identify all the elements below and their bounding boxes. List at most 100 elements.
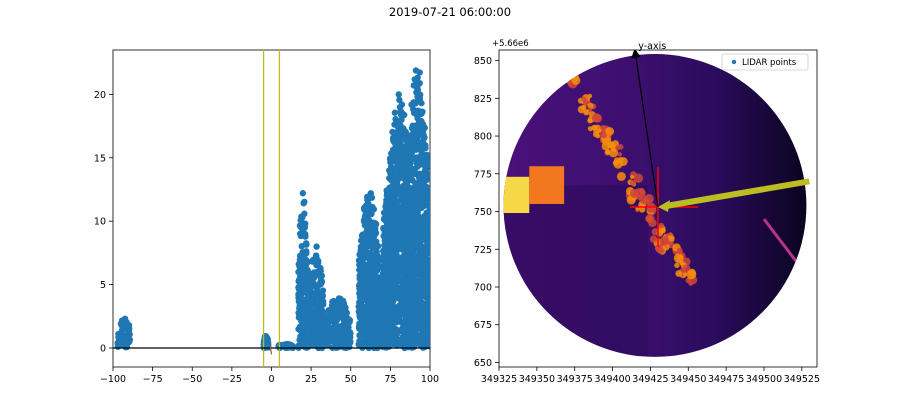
tree-point [659, 227, 666, 234]
scatter-point [317, 280, 325, 288]
y-tick-label: 725 [474, 245, 492, 256]
scatter-point [395, 91, 402, 98]
tree-point [649, 235, 658, 243]
tree-point [675, 270, 683, 277]
scatter-point [373, 263, 380, 270]
scatter-point [389, 308, 396, 315]
scatter-point [296, 323, 304, 331]
scatter-point [358, 305, 365, 312]
y-tick-label: 0 [100, 343, 106, 354]
scatter-point [369, 204, 376, 211]
scatter-point [308, 290, 315, 298]
scatter-point [356, 299, 363, 306]
scatter-point [368, 194, 376, 201]
tree-point [629, 179, 636, 186]
scatter-point [415, 186, 422, 193]
scatter-point [401, 241, 409, 248]
x-tick-label: 349500 [746, 374, 782, 385]
scatter-point [332, 317, 339, 324]
scatter-point [341, 308, 348, 316]
scatter-point [406, 275, 413, 283]
scatter-point [315, 324, 322, 332]
tree-point [686, 269, 697, 280]
scatter-point [413, 265, 420, 273]
scatter-point [366, 316, 374, 323]
tree-point [646, 202, 657, 213]
scatter-point [307, 279, 315, 286]
scatter-point [395, 293, 402, 301]
scatter-point [115, 341, 123, 349]
scatter-point [383, 285, 390, 293]
scatter-point [318, 272, 326, 279]
y-tick-label: 775 [474, 169, 492, 180]
scatter-point [408, 101, 415, 108]
scatter-point [367, 337, 374, 344]
tree-point [583, 108, 590, 116]
heading-arrow [665, 178, 810, 209]
scatter-point [405, 343, 412, 351]
tree-point [615, 145, 620, 151]
scatter-point [389, 158, 396, 165]
scatter-point [414, 111, 422, 118]
scatter-point [323, 332, 331, 340]
x-tick-label: −50 [182, 374, 202, 385]
scatter-point [125, 321, 133, 329]
scatter-point [297, 230, 304, 237]
scatter-point [384, 220, 391, 227]
scatter-point [405, 283, 412, 290]
scatter-point [401, 207, 408, 215]
y-tick-label: 675 [474, 320, 492, 331]
y-tick-label: 650 [474, 358, 492, 369]
scatter-point [406, 143, 414, 151]
scatter-point [328, 307, 335, 314]
x-tick-label: −100 [100, 374, 126, 385]
scatter-point [383, 192, 391, 199]
scatter-point [300, 268, 308, 276]
scatter-point [413, 230, 420, 238]
scatter-point [356, 290, 363, 297]
scatter-point [299, 249, 306, 256]
scatter-point [413, 322, 421, 330]
scatter-point [414, 97, 422, 105]
scatter-point [302, 233, 309, 240]
scatter-point [419, 127, 426, 134]
tree-point [597, 128, 602, 133]
scatter-point [314, 305, 321, 313]
x-tick-label: 349375 [557, 374, 593, 385]
tree-point [571, 76, 581, 85]
tree-point [658, 222, 665, 229]
scatter-point [408, 244, 415, 251]
scatter-point [425, 258, 430, 265]
scatter-point [394, 153, 402, 161]
scatter-point [301, 224, 308, 232]
scatter-point [370, 220, 377, 227]
scatter-point [383, 231, 390, 238]
scatter-point [389, 128, 396, 136]
legend-label: LIDAR points [742, 58, 797, 68]
scatter-point [421, 249, 429, 257]
point-cluster-5 [304, 243, 327, 352]
scatter-point [416, 80, 423, 87]
scatter-point [390, 281, 398, 288]
scatter-point [405, 259, 412, 267]
scatter-point [313, 243, 320, 250]
tree-point [581, 104, 587, 110]
tree-point [651, 228, 659, 236]
scatter-point [388, 242, 395, 249]
scatter-point [297, 217, 304, 224]
scatter-point [395, 315, 402, 323]
y-tick-label: 10 [94, 217, 106, 228]
scatter-point [404, 328, 412, 335]
scatter-point [300, 200, 307, 207]
scatter-point [398, 116, 405, 123]
x-tick-label: 349400 [594, 374, 630, 385]
y-tick-label: 5 [100, 280, 106, 291]
scatter-point [298, 333, 305, 340]
building-orange [529, 166, 565, 204]
y-tick-label: 20 [94, 90, 106, 101]
scatter-point [367, 256, 374, 263]
y-axis-annotation: y-axis [638, 41, 666, 52]
scatter-point [123, 339, 131, 346]
tree-point [604, 149, 611, 156]
scatter-point [318, 292, 325, 300]
